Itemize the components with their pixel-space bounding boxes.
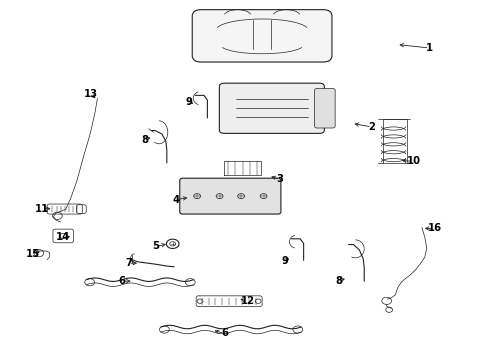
Text: 1: 1 [426, 43, 433, 53]
Text: 13: 13 [84, 89, 98, 99]
FancyBboxPatch shape [180, 178, 281, 214]
Text: 15: 15 [25, 248, 40, 258]
Text: 12: 12 [241, 296, 254, 306]
Text: 6: 6 [221, 328, 228, 338]
FancyBboxPatch shape [192, 10, 332, 62]
Text: 10: 10 [407, 156, 420, 166]
Text: 5: 5 [152, 241, 160, 251]
Text: 7: 7 [125, 258, 132, 268]
Text: 3: 3 [277, 174, 284, 184]
Text: 11: 11 [35, 204, 49, 214]
Text: 9: 9 [282, 256, 289, 266]
Text: 14: 14 [56, 232, 71, 242]
Text: 2: 2 [368, 122, 375, 132]
Text: 8: 8 [141, 135, 148, 145]
Text: 9: 9 [185, 97, 192, 107]
Text: 6: 6 [119, 276, 125, 286]
Text: 4: 4 [172, 195, 179, 205]
FancyBboxPatch shape [220, 83, 324, 134]
Text: 8: 8 [335, 276, 343, 286]
Text: 16: 16 [427, 224, 441, 233]
FancyBboxPatch shape [315, 89, 335, 128]
